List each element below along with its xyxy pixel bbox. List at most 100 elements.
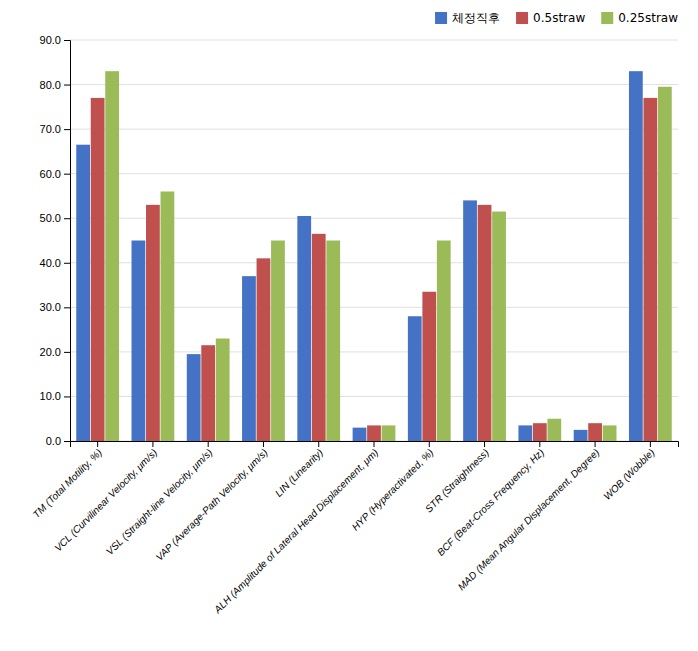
x-tick-mark xyxy=(484,441,485,447)
y-tick: 30.0 xyxy=(40,301,70,313)
x-tick-label: MAD (Mean Angular Displacement, Degree) xyxy=(456,447,602,593)
bar xyxy=(437,241,451,442)
x-tick-mark xyxy=(374,441,375,447)
x-tick-mark xyxy=(539,441,540,447)
x-tick-mark xyxy=(152,441,153,447)
legend-swatch xyxy=(435,12,447,24)
x-tick-mark xyxy=(318,441,319,447)
bar xyxy=(91,98,105,441)
y-tick: 90.0 xyxy=(40,34,70,46)
y-tick-mark xyxy=(64,174,70,175)
bar xyxy=(105,71,119,441)
bar xyxy=(658,87,672,441)
x-tick-mark xyxy=(208,441,209,447)
bars xyxy=(76,71,671,441)
y-tick-label: 20.0 xyxy=(40,346,61,358)
bar xyxy=(297,216,311,441)
x-tick-label: VCL (Curvilinear Velocity, μm/s) xyxy=(52,447,159,554)
x-axis: TM (Total Motility, %)VCL (Curvilinear V… xyxy=(31,441,679,616)
x-tick-label: HYP (Hyperactivated, %) xyxy=(350,447,436,533)
grid-line xyxy=(70,129,678,130)
bar xyxy=(271,241,285,442)
grid-line xyxy=(70,40,678,41)
bar xyxy=(547,419,561,441)
y-axis-line xyxy=(64,41,71,442)
bar xyxy=(492,212,506,441)
grid xyxy=(70,40,678,441)
legend-label: 체정직후 xyxy=(452,11,500,25)
y-tick-mark xyxy=(64,396,70,397)
bar xyxy=(146,205,160,441)
plot: 0.0 10.0 20.0 30.0 40.0 50.0 60.0 70.0 80.0 90.0 T… xyxy=(31,34,679,616)
x-tick-label: VAP (Average-Path Velocity, μm/s) xyxy=(154,447,270,563)
x-tick-label: VSL (Straight-line Velocity, μm/s) xyxy=(104,447,215,558)
legend-swatch xyxy=(601,12,613,24)
legend-swatch xyxy=(516,12,528,24)
legend-item: 체정직후 xyxy=(435,11,500,25)
y-tick-label: 80.0 xyxy=(40,79,61,91)
x-tick: VAP (Average-Path Velocity, μm/s) xyxy=(154,441,270,563)
legend-item: 0.25straw xyxy=(601,11,678,25)
y-tick-label: 40.0 xyxy=(40,257,61,269)
x-tick: LIN (Linearity) xyxy=(273,441,325,499)
bar xyxy=(408,316,422,441)
x-tick: HYP (Hyperactivated, %) xyxy=(350,441,436,533)
bar xyxy=(629,71,643,441)
bar xyxy=(312,234,326,441)
y-tick: 70.0 xyxy=(40,123,70,135)
x-tick-mark xyxy=(263,441,264,447)
y-tick-mark xyxy=(64,40,70,41)
x-tick-label: WOB (Wobble) xyxy=(601,447,656,502)
x-tick: MAD (Mean Angular Displacement, Degree) xyxy=(456,441,602,593)
x-tick-mark xyxy=(650,441,651,447)
bar xyxy=(574,430,588,441)
y-tick-label: 50.0 xyxy=(40,212,61,224)
legend-label: 0.25straw xyxy=(618,11,678,25)
bar xyxy=(382,425,396,441)
y-tick-mark xyxy=(64,307,70,308)
bar xyxy=(643,98,657,441)
bar-series xyxy=(91,98,658,441)
bar xyxy=(161,191,175,441)
y-tick: 40.0 xyxy=(40,257,70,269)
bar xyxy=(326,241,340,442)
y-tick-label: 70.0 xyxy=(40,123,61,135)
bar xyxy=(187,354,201,441)
bar xyxy=(76,145,90,441)
bar xyxy=(463,200,477,441)
legend-label: 0.5straw xyxy=(533,11,585,25)
y-tick: 50.0 xyxy=(40,212,70,224)
bar xyxy=(367,425,381,441)
y-tick-label: 0.0 xyxy=(46,435,61,447)
y-axis: 0.0 10.0 20.0 30.0 40.0 50.0 60.0 70.0 80.0 90.0 xyxy=(40,34,71,447)
x-tick-mark xyxy=(429,441,430,447)
grid-line xyxy=(70,173,678,174)
bar xyxy=(603,425,617,441)
y-tick: 10.0 xyxy=(40,390,70,402)
y-tick-mark xyxy=(64,129,70,130)
bar xyxy=(216,339,230,441)
y-tick: 0.0 xyxy=(46,435,70,447)
bar xyxy=(588,423,602,441)
bar xyxy=(257,258,271,441)
y-tick: 80.0 xyxy=(40,79,70,91)
bar xyxy=(533,423,547,441)
y-tick: 60.0 xyxy=(40,168,70,180)
y-tick-mark xyxy=(64,352,70,353)
bar xyxy=(132,241,146,442)
bar xyxy=(201,345,215,441)
y-tick-label: 30.0 xyxy=(40,301,61,313)
y-tick: 20.0 xyxy=(40,346,70,358)
bar-series xyxy=(76,71,643,441)
y-tick-label: 10.0 xyxy=(40,390,61,402)
grid-line xyxy=(70,84,678,85)
x-tick-label: LIN (Linearity) xyxy=(273,447,325,499)
y-tick-mark xyxy=(64,441,70,442)
y-tick-label: 90.0 xyxy=(40,34,61,46)
x-tick: BCF (Beat-Cross Frequency, Hz) xyxy=(435,441,546,558)
chart: 0.0 10.0 20.0 30.0 40.0 50.0 60.0 70.0 80.0 90.0 T… xyxy=(0,0,698,651)
x-tick-mark xyxy=(97,441,98,447)
y-tick-mark xyxy=(64,263,70,264)
legend: 체정직후 0.5straw 0.25straw xyxy=(435,11,678,25)
bar xyxy=(422,292,436,441)
